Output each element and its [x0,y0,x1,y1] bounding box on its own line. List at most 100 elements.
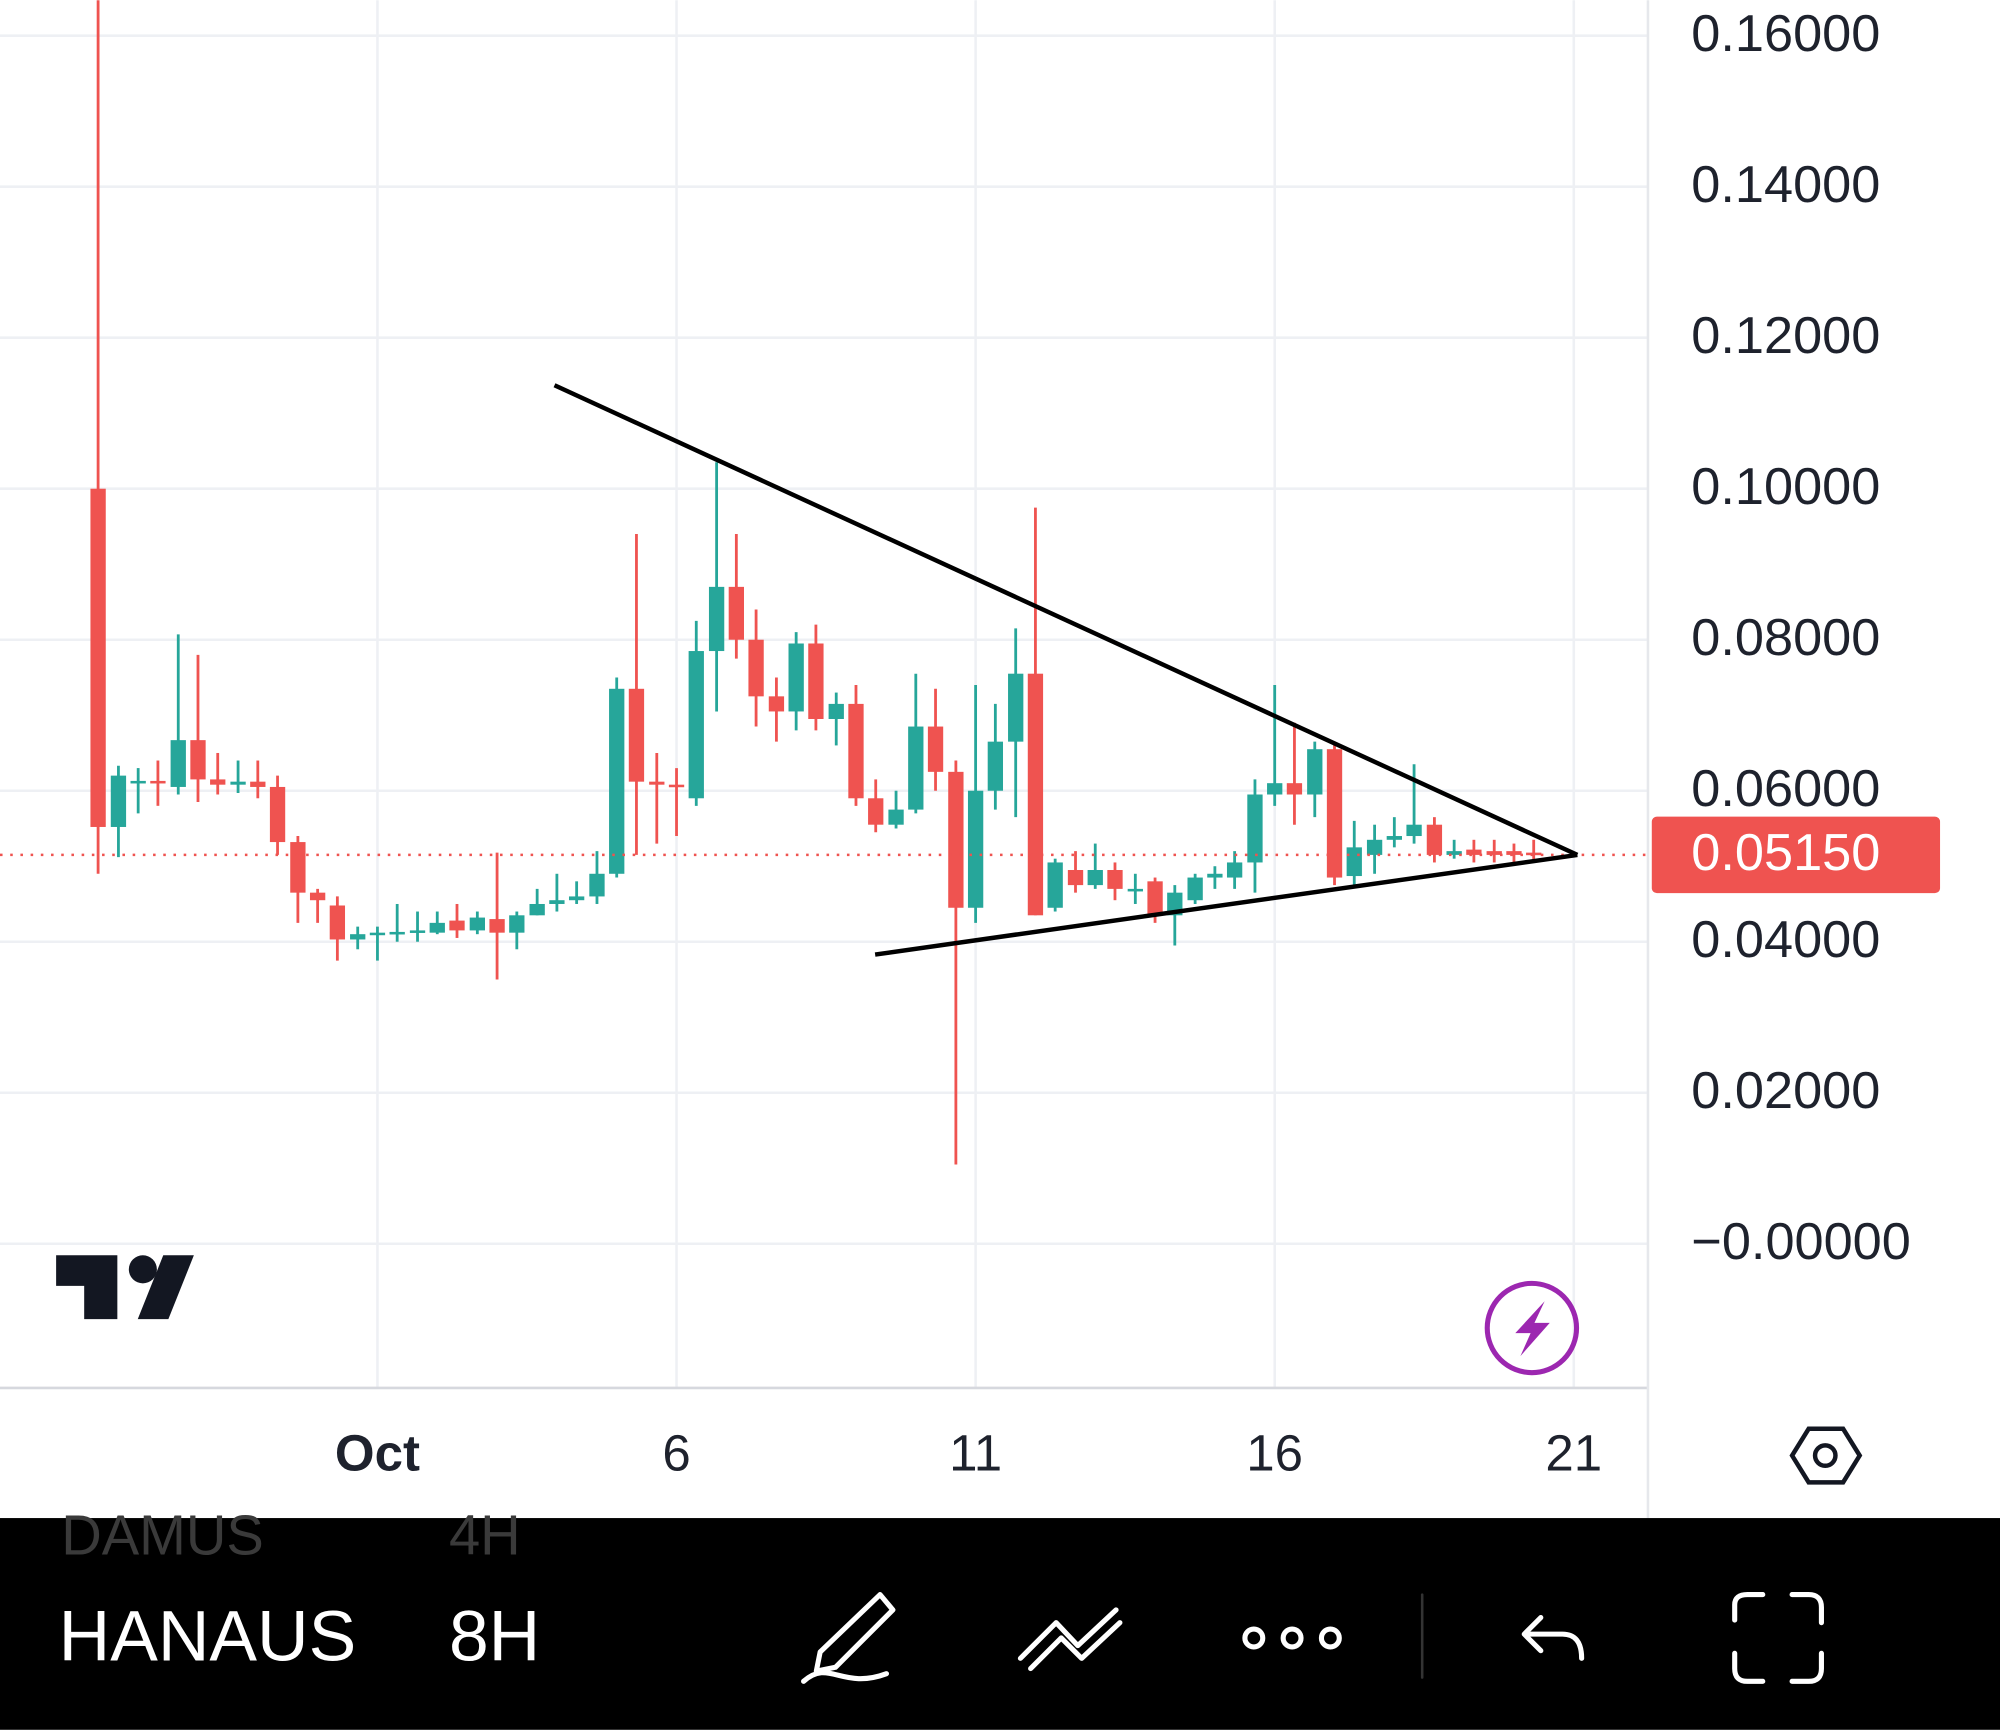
plot-area [0,0,1648,1165]
ghost-symbol[interactable]: DAMUS [61,1504,264,1567]
candle-body [1008,673,1024,742]
candle-body [489,919,505,933]
candle-body [150,780,166,784]
candle-body [90,488,106,827]
y-tick-label: 0.10000 [1691,458,1880,516]
y-tick-label: 0.16000 [1691,5,1880,63]
candle-body [748,639,764,697]
pencil-stroke [801,1670,890,1684]
candle-body [389,931,405,935]
candle [1307,741,1323,818]
pencil-icon [813,1592,896,1674]
candle-body [1207,873,1223,878]
interval[interactable]: 8H [449,1597,540,1677]
settings-button[interactable] [1789,1426,1863,1485]
candle-body [908,726,924,810]
candle [1386,817,1402,848]
x-tick-label: 6 [662,1424,690,1481]
candle-body [1326,749,1343,878]
candle-body [1286,783,1303,795]
candle-body [1107,870,1123,889]
candle-body [230,781,246,785]
last-price-badge [1651,816,1941,894]
y-tick-label: −0.00000 [1691,1213,1911,1271]
logo [56,1255,194,1320]
candle-body [1406,824,1422,837]
candle-body [1087,870,1103,886]
candle [290,836,306,923]
candle [589,851,605,904]
candle [1366,824,1383,874]
axes: 0.16000 0.14000 0.12000 0.10000 0.08000 0.060… [335,5,1941,1481]
candle [649,752,665,844]
candle-body [768,696,785,712]
lightning-ring [1484,1280,1580,1376]
candle [130,768,146,814]
x-tick-label: Oct [335,1424,420,1481]
candle [429,911,445,935]
candle [350,926,366,950]
candle [250,760,266,799]
settings-hex [1789,1426,1863,1485]
candle [1226,851,1243,889]
candle [808,624,824,731]
lightning-icon [1515,1301,1550,1357]
candle-body [589,873,605,897]
candle [489,852,505,980]
candle [688,620,704,806]
symbol[interactable]: HANAUS [59,1597,357,1677]
candle [1008,628,1024,818]
candle-body [269,786,286,843]
candle-body [728,586,745,640]
candle-body [1187,877,1203,901]
candle [369,926,386,961]
candle [768,677,785,742]
candle-body [429,922,445,933]
candle [1247,779,1263,893]
candle [210,752,226,795]
candle-body [708,586,725,652]
candle [449,903,465,938]
undo-button[interactable] [1521,1614,1585,1661]
candle-body [1506,851,1522,855]
candle-body [1067,870,1084,886]
candle [1286,722,1303,825]
candle-body [409,930,426,933]
candle-body [1027,673,1044,916]
candle [409,911,426,942]
more-button[interactable] [1242,1626,1342,1650]
candle [230,760,246,793]
candle [748,609,764,727]
trendline [553,383,1579,857]
y-tick-label: 0.02000 [1691,1062,1880,1120]
ghost-interval[interactable]: 4H [449,1504,521,1567]
y-tick-label: 0.04000 [1691,911,1880,969]
candle-body [250,781,266,787]
dot [1280,1626,1304,1650]
candle [1446,839,1462,859]
lightning-button[interactable] [1484,1280,1580,1376]
candle [708,462,725,712]
candle [1107,862,1123,901]
candle [1087,843,1103,889]
candle-body [788,643,804,712]
fullscreen-button[interactable] [1732,1592,1824,1684]
candle [668,768,685,837]
candle-body [1247,794,1263,863]
candle-body [1267,783,1283,795]
candle [568,881,585,904]
candle-body [290,842,306,893]
candle-body [309,892,326,901]
candle [549,873,565,912]
candle-body [350,934,366,940]
candle [888,790,904,829]
x-tick-label: 21 [1545,1424,1602,1481]
candle [1526,839,1542,863]
candle [309,888,326,923]
pencil-tool[interactable] [801,1592,896,1684]
candle [269,775,286,855]
candle-body [1346,847,1362,877]
candle [1486,839,1502,863]
trendline-tool[interactable] [1017,1607,1123,1672]
candle-body [1426,824,1443,855]
